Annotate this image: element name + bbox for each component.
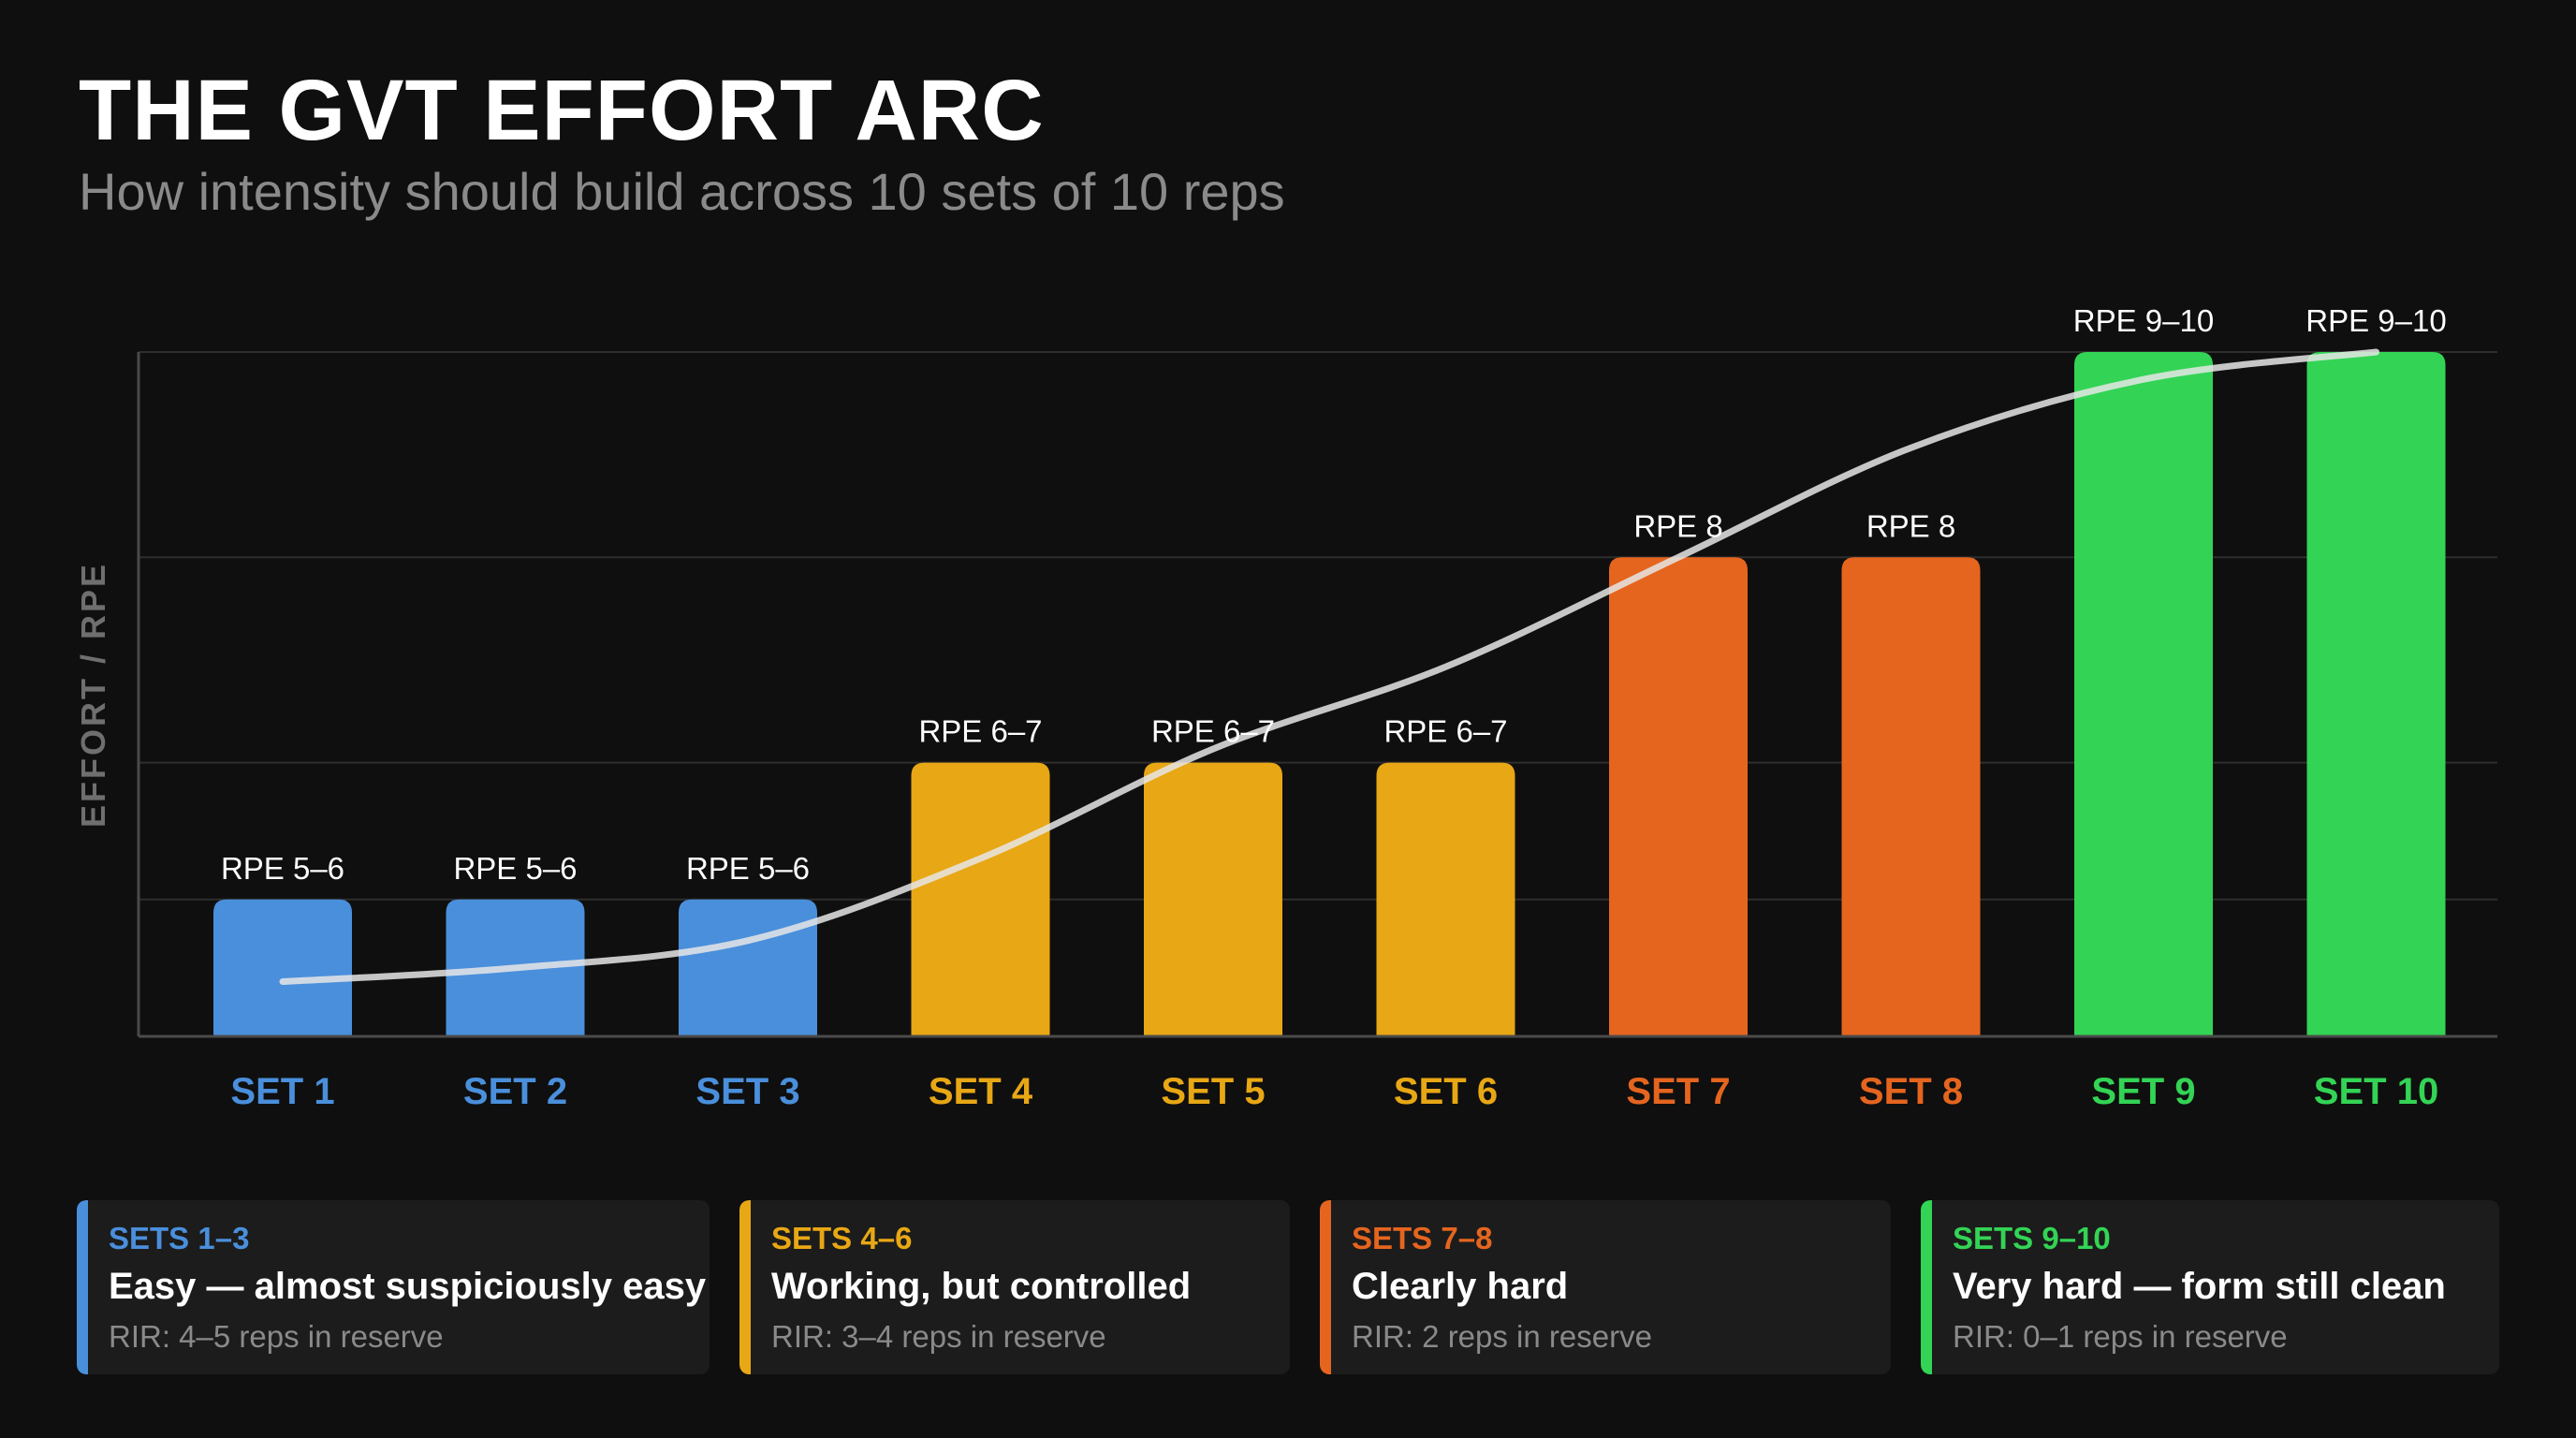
legend-accent-bar <box>1320 1200 1331 1374</box>
x-tick-labels: SET 1 SET 2 SET 3 SET 4 SET 5 SET 6 SET 7 SET 8… <box>230 1071 2438 1112</box>
bar-set-8 <box>1841 557 1981 1036</box>
legend-accent-bar <box>77 1200 88 1374</box>
x-tick-label: SET 7 <box>1626 1071 1730 1112</box>
legend-description: Clearly hard <box>1352 1266 1569 1307</box>
data-label: RPE 6–7 <box>1151 714 1275 749</box>
data-label: RPE 5–6 <box>221 851 344 886</box>
bar-set-5 <box>1144 762 1282 1036</box>
legend-range: SETS 1–3 <box>109 1221 250 1255</box>
legend-range: SETS 4–6 <box>771 1221 913 1255</box>
value-labels: RPE 5–6 RPE 5–6 RPE 5–6 RPE 6–7 RPE 6–7 RPE 6… <box>221 303 2447 886</box>
legend-description: Working, but controlled <box>771 1266 1192 1307</box>
bar-set-3 <box>679 899 817 1036</box>
x-tick-label: SET 9 <box>2091 1071 2195 1112</box>
data-label: RPE 5–6 <box>686 851 810 886</box>
legend-accent-bar <box>1921 1200 1932 1374</box>
x-tick-label: SET 2 <box>463 1071 567 1112</box>
legend-accent-bar <box>739 1200 751 1374</box>
legend-rir: RIR: 0–1 reps in reserve <box>1953 1319 2288 1354</box>
bars <box>213 352 2446 1036</box>
x-tick-label: SET 1 <box>230 1071 334 1112</box>
bar-set-6 <box>1376 762 1515 1036</box>
bar-set-10 <box>2306 352 2446 1036</box>
x-tick-label: SET 6 <box>1394 1071 1498 1112</box>
trend-line <box>279 348 2379 986</box>
data-label: RPE 9–10 <box>2073 303 2214 338</box>
x-tick-label: SET 3 <box>695 1071 799 1112</box>
legend-card-working: SETS 4–6 Working, but controlled RIR: 3–… <box>739 1200 1290 1374</box>
data-label: RPE 9–10 <box>2305 303 2446 338</box>
axes <box>137 352 2497 1038</box>
x-tick-label: SET 8 <box>1859 1071 1963 1112</box>
data-label: RPE 8 <box>1866 508 1955 543</box>
data-label: RPE 6–7 <box>1383 714 1507 749</box>
bar-set-7 <box>1609 557 1748 1036</box>
legend-card-easy: SETS 1–3 Easy — almost suspiciously easy… <box>77 1200 710 1374</box>
x-tick-label: SET 10 <box>2314 1071 2438 1112</box>
legend-rir: RIR: 2 reps in reserve <box>1352 1319 1652 1354</box>
chart-title: THE GVT EFFORT ARC <box>79 63 1045 158</box>
data-label: RPE 8 <box>1633 508 1722 543</box>
x-tick-label: SET 5 <box>1161 1071 1265 1112</box>
legend-range: SETS 9–10 <box>1953 1221 2111 1255</box>
legend-rir: RIR: 4–5 reps in reserve <box>109 1319 444 1354</box>
bar-set-1 <box>213 899 352 1036</box>
legend-description: Very hard — form still clean <box>1953 1266 2446 1307</box>
trend-line-group <box>279 348 2379 986</box>
data-label: RPE 5–6 <box>453 851 577 886</box>
x-tick-label: SET 4 <box>929 1071 1033 1112</box>
bar-set-4 <box>911 762 1050 1036</box>
legend-description: Easy — almost suspiciously easy <box>109 1266 707 1307</box>
data-label: RPE 6–7 <box>918 714 1042 749</box>
bar-set-9 <box>2074 352 2213 1036</box>
legend-range: SETS 7–8 <box>1352 1221 1493 1255</box>
legend-card-very-hard: SETS 9–10 Very hard — form still clean R… <box>1921 1200 2499 1374</box>
chart-subtitle: How intensity should build across 10 set… <box>79 162 1285 221</box>
legend-rir: RIR: 3–4 reps in reserve <box>771 1319 1106 1354</box>
legend-card-hard: SETS 7–8 Clearly hard RIR: 2 reps in res… <box>1320 1200 1891 1374</box>
